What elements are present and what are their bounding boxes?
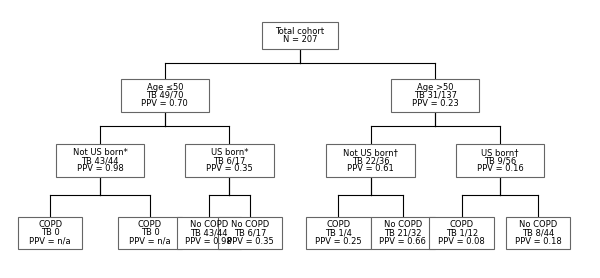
Text: PPV = 0.35: PPV = 0.35 [206, 165, 253, 173]
Text: PPV = 0.61: PPV = 0.61 [347, 165, 394, 173]
Text: TB 8/44: TB 8/44 [522, 229, 554, 237]
Text: PPV = 0.23: PPV = 0.23 [412, 99, 458, 108]
Text: Age ≤50: Age ≤50 [146, 83, 183, 92]
Text: Total cohort: Total cohort [275, 27, 325, 36]
Text: PPV = 0.08: PPV = 0.08 [439, 237, 485, 246]
Text: TB 6/17: TB 6/17 [234, 229, 266, 237]
Text: Not US born*: Not US born* [73, 148, 128, 157]
FancyBboxPatch shape [56, 145, 144, 177]
Text: No COPD: No COPD [231, 220, 269, 229]
Text: PPV = 0.18: PPV = 0.18 [515, 237, 562, 246]
Text: TB 0: TB 0 [41, 229, 59, 237]
Text: PPV = n/a: PPV = n/a [129, 237, 171, 246]
Text: TB 22/36: TB 22/36 [352, 156, 389, 165]
Text: PPV = 0.98: PPV = 0.98 [185, 237, 232, 246]
Text: Not US born†: Not US born† [343, 148, 398, 157]
Text: TB 0: TB 0 [140, 229, 160, 237]
FancyBboxPatch shape [176, 217, 241, 249]
Text: PPV = 0.25: PPV = 0.25 [315, 237, 362, 246]
Text: TB 6/17: TB 6/17 [213, 156, 245, 165]
Text: PPV = 0.66: PPV = 0.66 [379, 237, 427, 246]
Text: COPD: COPD [326, 220, 350, 229]
Text: PPV = 0.70: PPV = 0.70 [142, 99, 188, 108]
Text: TB 1/4: TB 1/4 [325, 229, 352, 237]
FancyBboxPatch shape [456, 145, 544, 177]
Text: No COPD: No COPD [384, 220, 422, 229]
Text: TB 49/70: TB 49/70 [146, 91, 184, 100]
Text: Age >50: Age >50 [417, 83, 454, 92]
Text: TB 1/12: TB 1/12 [446, 229, 478, 237]
FancyBboxPatch shape [391, 79, 479, 112]
Text: COPD: COPD [138, 220, 162, 229]
Text: PPV = n/a: PPV = n/a [29, 237, 71, 246]
Text: TB 31/137: TB 31/137 [414, 91, 457, 100]
Text: US born*: US born* [211, 148, 248, 157]
FancyBboxPatch shape [218, 217, 283, 249]
FancyBboxPatch shape [121, 79, 209, 112]
FancyBboxPatch shape [430, 217, 494, 249]
Text: TB 43/44: TB 43/44 [190, 229, 227, 237]
Text: COPD: COPD [449, 220, 474, 229]
FancyBboxPatch shape [18, 217, 82, 249]
Text: No COPD: No COPD [519, 220, 557, 229]
Text: N = 207: N = 207 [283, 35, 317, 44]
Text: PPV = 0.16: PPV = 0.16 [476, 165, 523, 173]
Text: No COPD: No COPD [190, 220, 228, 229]
Text: COPD: COPD [38, 220, 62, 229]
FancyBboxPatch shape [326, 145, 415, 177]
FancyBboxPatch shape [506, 217, 571, 249]
Text: PPV = 0.98: PPV = 0.98 [77, 165, 124, 173]
FancyBboxPatch shape [118, 217, 182, 249]
Text: TB 21/32: TB 21/32 [384, 229, 422, 237]
FancyBboxPatch shape [262, 22, 338, 49]
Text: TB 9/56: TB 9/56 [484, 156, 516, 165]
FancyBboxPatch shape [185, 145, 274, 177]
Text: TB 43/44: TB 43/44 [82, 156, 119, 165]
Text: US born†: US born† [481, 148, 518, 157]
FancyBboxPatch shape [371, 217, 435, 249]
Text: PPV = 0.35: PPV = 0.35 [227, 237, 274, 246]
FancyBboxPatch shape [306, 217, 371, 249]
